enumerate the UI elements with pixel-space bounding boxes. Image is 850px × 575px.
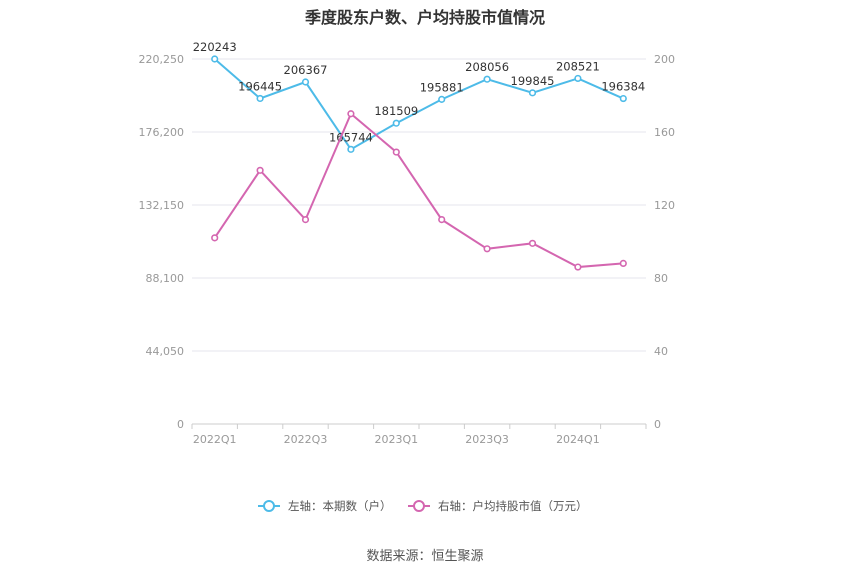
series-1-point — [483, 75, 491, 83]
series-2-point — [256, 166, 264, 174]
data-label: 196445 — [238, 79, 282, 93]
series-2-point — [483, 245, 491, 253]
right-axis-tick-label: 200 — [654, 53, 675, 66]
x-axis-tick-label: 2023Q3 — [465, 433, 509, 446]
data-label: 208056 — [465, 60, 509, 74]
x-axis-tick-label: 2022Q1 — [193, 433, 237, 446]
right-axis-tick-label: 80 — [654, 272, 668, 285]
series-1-point — [211, 55, 219, 63]
x-axis-tick-label: 2024Q1 — [556, 433, 600, 446]
series-1-point — [619, 94, 627, 103]
legend-marker-2 — [413, 500, 425, 512]
series-1-point — [438, 95, 446, 103]
series-2-point — [301, 216, 310, 224]
series-1-point — [256, 94, 264, 103]
series-1-point — [528, 89, 537, 97]
series-2-point — [574, 263, 582, 271]
series-line-1 — [214, 58, 624, 151]
legend-label-1: 左轴：本期数（户） — [288, 499, 392, 513]
series-2-point — [392, 148, 400, 156]
left-axis-tick-label: 88,100 — [146, 272, 185, 285]
data-source-note: 数据来源：恒生聚源 — [366, 549, 484, 564]
data-label: 220243 — [193, 40, 237, 54]
left-axis-tick-label: 0 — [177, 418, 184, 431]
data-label: 181509 — [374, 104, 418, 118]
series-2-point — [438, 216, 446, 224]
chart-title: 季度股东户数、户均持股市值情况 — [304, 8, 545, 27]
data-label: 208521 — [556, 59, 600, 73]
series-1-point — [301, 78, 310, 86]
series-line-2 — [213, 112, 624, 269]
left-axis-tick-label: 220,250 — [139, 53, 185, 66]
data-label: 195881 — [420, 80, 464, 94]
data-label: 165744 — [329, 130, 373, 144]
left-axis-tick-label: 44,050 — [146, 345, 185, 358]
x-axis-tick-label: 2022Q3 — [284, 433, 328, 446]
series-1-point — [347, 145, 355, 153]
right-axis-tick-label: 120 — [654, 199, 675, 212]
data-label: 206367 — [284, 63, 328, 77]
data-label: 199845 — [511, 74, 555, 88]
right-axis-tick-label: 40 — [654, 345, 668, 358]
x-axis-tick-label: 2023Q1 — [374, 433, 418, 446]
right-axis-tick-label: 160 — [654, 126, 675, 139]
series-1-point — [574, 74, 582, 83]
legend-label-2: 右轴：户均持股市值（万元） — [438, 499, 588, 513]
legend-marker-1 — [263, 500, 275, 512]
series-2-point — [528, 239, 537, 247]
series-2-point — [211, 234, 219, 242]
left-axis-tick-label: 176,200 — [139, 126, 185, 139]
chart-svg: 0 0 44,050 40 88,100 80 132,150 120 176,200 160 22… — [139, 40, 676, 513]
series-2-point — [619, 259, 627, 268]
right-axis-tick-label: 0 — [654, 418, 661, 431]
series-1-point — [392, 119, 400, 127]
data-label: 196384 — [601, 80, 645, 94]
series-2-point — [347, 110, 355, 118]
left-axis-tick-label: 132,150 — [139, 199, 185, 212]
